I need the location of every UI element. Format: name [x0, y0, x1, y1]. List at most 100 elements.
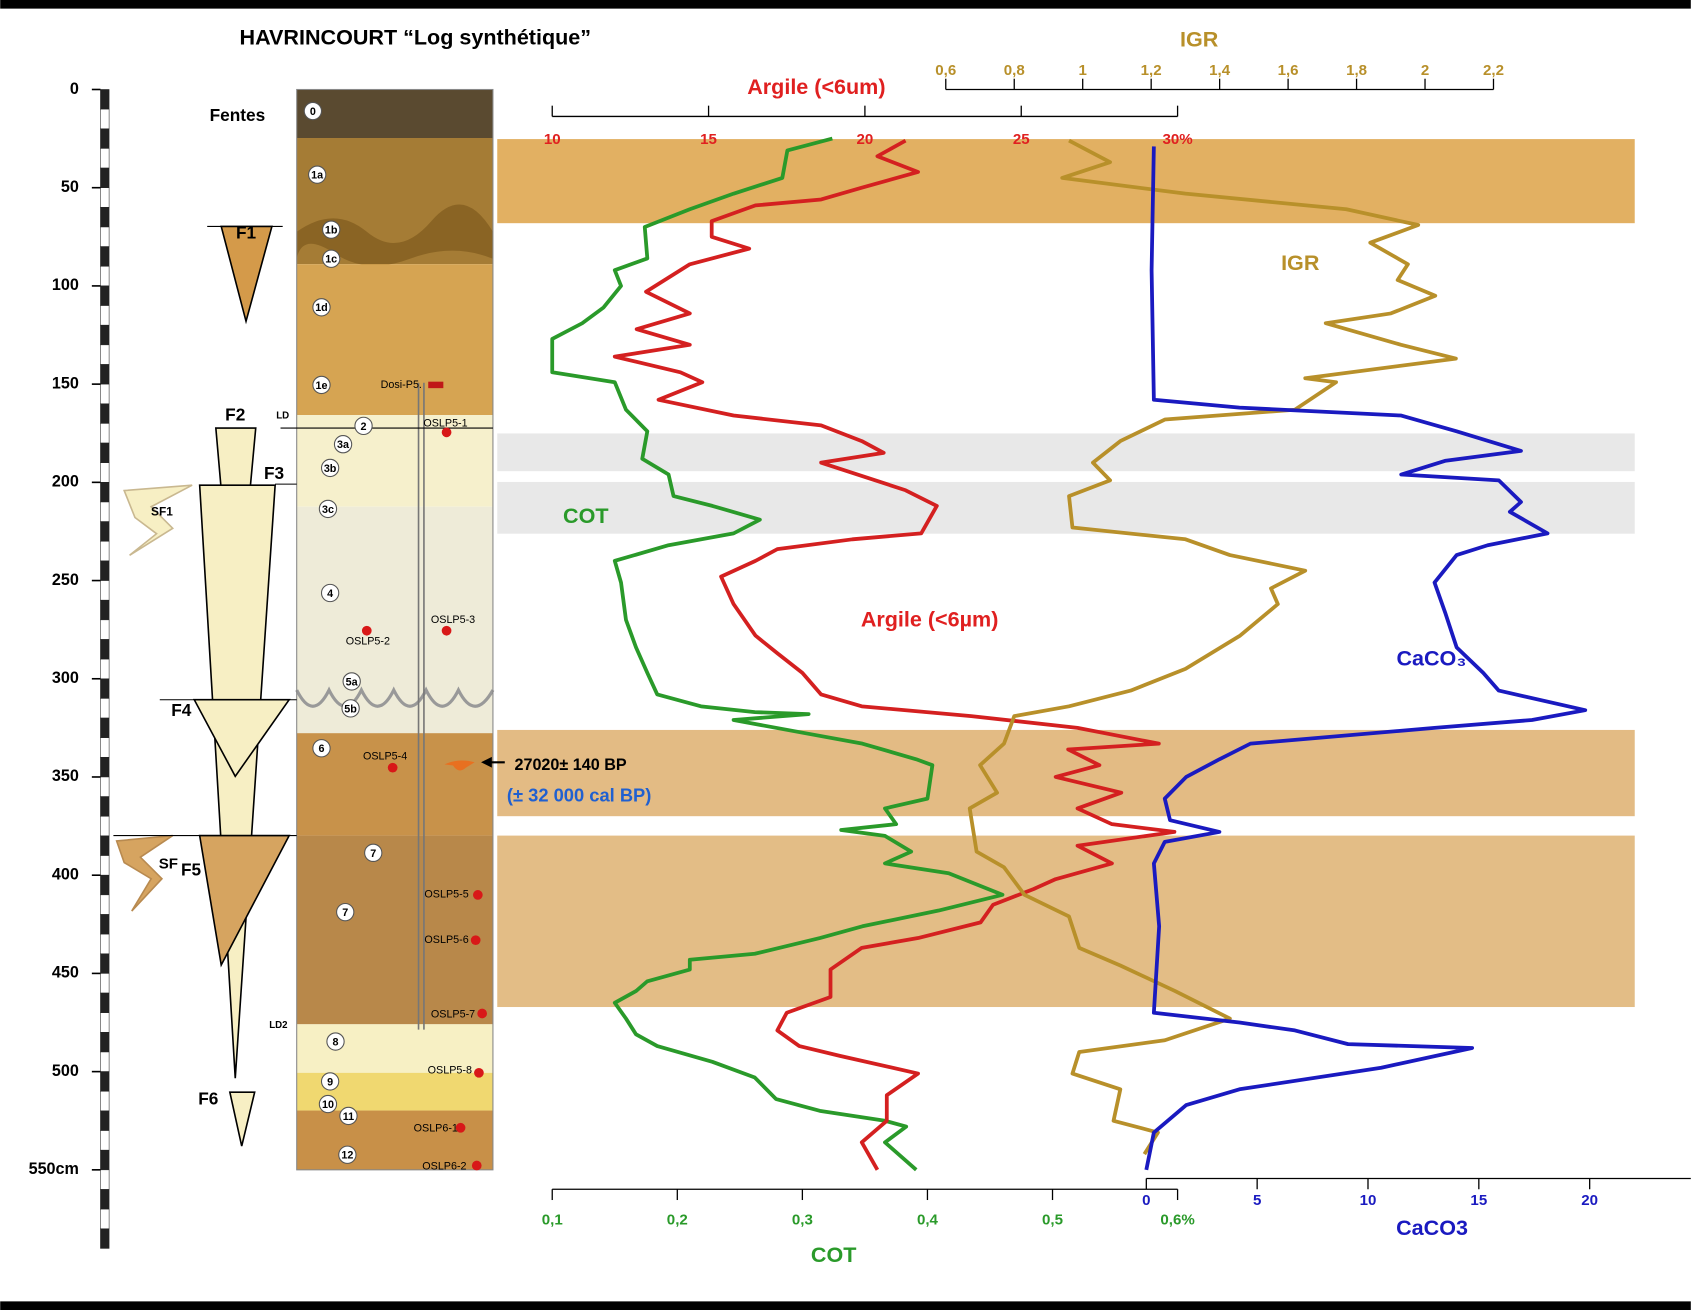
- y-tick-label: 200: [52, 473, 79, 491]
- x-tick-label: 5: [1253, 1192, 1261, 1209]
- layer-marker: [322, 220, 341, 239]
- x-tick-label: 0,5: [1042, 1211, 1063, 1228]
- layer-label: 1b: [325, 225, 338, 237]
- ruler-segment: [100, 482, 110, 503]
- ruler-segment: [100, 364, 110, 385]
- fault-sand: [123, 484, 193, 556]
- sample-marker: [387, 762, 398, 773]
- series-line: [967, 138, 1458, 1156]
- layer: [296, 1110, 493, 1170]
- layer: [296, 835, 493, 1025]
- band: [497, 433, 1635, 472]
- x-tick-label: 1: [1079, 62, 1087, 79]
- ruler-segment: [100, 423, 110, 444]
- layer-label: 1d: [315, 302, 328, 314]
- faults: [115, 225, 291, 1147]
- fault-label: F4: [171, 700, 192, 720]
- layer-label: 3c: [322, 504, 334, 516]
- x-tick-label: 20: [1581, 1192, 1598, 1209]
- series-label: IGR: [1281, 250, 1320, 275]
- ruler-segment: [100, 1032, 110, 1053]
- ruler-segment: [100, 776, 110, 797]
- ruler-segment: [100, 658, 110, 680]
- annotation: 27020± 140 BP: [514, 756, 626, 774]
- ruler-segment: [100, 521, 110, 542]
- ruler-segment: [100, 1228, 110, 1249]
- y-tick-label: 500: [52, 1062, 79, 1080]
- x-tick-label: 2,2: [1483, 62, 1504, 79]
- layer-label: 3b: [324, 463, 337, 475]
- series-label: COT: [563, 503, 608, 528]
- ruler-segment: [100, 403, 110, 424]
- layer-label: 1a: [311, 170, 324, 182]
- ruler-segment: [100, 1208, 110, 1230]
- layer-marker: [312, 739, 331, 758]
- layer-marker: [312, 298, 331, 317]
- layer-label: 1c: [325, 254, 337, 266]
- layer-label: 10: [322, 1099, 334, 1111]
- ruler-segment: [100, 933, 110, 955]
- ruler-segment: [100, 207, 110, 228]
- column-frame: [296, 88, 494, 1171]
- layer-marker: [320, 458, 340, 478]
- layer: [296, 1024, 493, 1073]
- sample-label: OSLP5-7: [431, 1008, 475, 1020]
- layer-boundary: [295, 686, 495, 708]
- x-tick-label: 25: [1013, 131, 1030, 148]
- ruler-segment: [100, 599, 110, 621]
- layer-marker: [333, 435, 353, 454]
- layer-label: 2: [361, 421, 367, 433]
- ruler-segment: [100, 698, 110, 719]
- fault-label: F2: [225, 405, 245, 425]
- series-line: [550, 136, 1005, 1172]
- fault-wedge: [228, 1091, 256, 1147]
- fault-label: Fentes: [210, 105, 266, 125]
- fault-label: F5: [181, 860, 202, 880]
- x-tick-label: 30%: [1162, 131, 1193, 148]
- ruler-segment: [100, 344, 110, 365]
- axis-title: IGR: [1180, 27, 1219, 52]
- layer-label: 11: [343, 1111, 354, 1123]
- y-tick-label: 400: [52, 865, 79, 883]
- ruler-segment: [100, 894, 110, 915]
- sample-marker: [471, 1160, 482, 1171]
- fault-label: LD2: [269, 1020, 287, 1031]
- ruler-segment: [100, 619, 110, 640]
- sample-label: OSLP5-3: [431, 614, 475, 626]
- layer-marker: [308, 165, 327, 184]
- sample-label: OSLP5-8: [428, 1064, 472, 1076]
- layer-label: 6: [318, 743, 324, 755]
- series-line: [612, 138, 1177, 1171]
- fault-label: F6: [198, 1088, 218, 1108]
- sample-label: OSLP5-5: [424, 889, 468, 901]
- layer-marker: [342, 672, 361, 691]
- layer-label: 7: [342, 907, 348, 919]
- layer-label: 3a: [337, 439, 350, 451]
- layer-label: 9: [327, 1076, 333, 1088]
- y-tick-label: 250: [52, 571, 79, 589]
- ruler-segment: [100, 835, 110, 856]
- sample-marker: [441, 625, 452, 636]
- x-tick-label: 15: [1470, 1192, 1487, 1209]
- sample-marker: [455, 1122, 466, 1133]
- ruler-segment: [100, 737, 110, 758]
- ruler-segment: [100, 128, 110, 149]
- y-tick-label: 150: [52, 374, 79, 392]
- ruler-segment: [100, 639, 110, 660]
- ruler-segment: [100, 953, 110, 974]
- ruler-segment: [100, 992, 110, 1013]
- sample-marker: [441, 427, 452, 438]
- ruler-segment: [100, 1090, 110, 1112]
- ruler-segment: [100, 1051, 110, 1072]
- layer-marker: [303, 101, 323, 121]
- ruler-segment: [100, 1130, 110, 1151]
- x-tick-label: 20: [857, 131, 874, 148]
- layer-label: 5b: [344, 703, 357, 715]
- x-tick-label: 15: [700, 131, 717, 148]
- x-tick-label: 0,8: [1004, 62, 1025, 79]
- fault-label: SF1: [151, 504, 173, 518]
- layer: [296, 204, 493, 266]
- x-tick-label: 0,6: [935, 62, 956, 79]
